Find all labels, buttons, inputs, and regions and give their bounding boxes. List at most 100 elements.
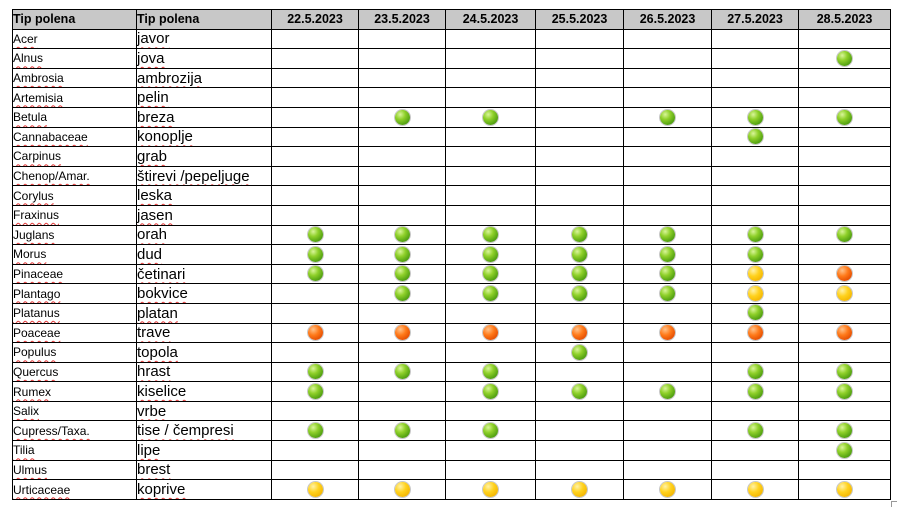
latin-name-cell: Quercus: [12, 361, 137, 383]
local-name-cell: breza: [136, 106, 272, 128]
date-cell: [535, 459, 624, 481]
date-cell: [711, 185, 799, 206]
date-cell: [445, 459, 536, 481]
date-cell: [445, 204, 536, 226]
header-date: 23.5.2023: [358, 9, 446, 30]
green-level-dot-icon: [394, 266, 410, 282]
green-level-dot-icon: [483, 364, 498, 380]
table-row: Artemisia pelin: [12, 87, 891, 108]
local-name-cell: javor: [136, 28, 272, 50]
date-cell: [535, 381, 624, 402]
date-cell: [358, 106, 446, 128]
date-cell: [535, 322, 624, 344]
latin-name: Betula: [13, 110, 48, 125]
orange-level-dot-icon: [837, 266, 852, 282]
date-cell: [711, 146, 799, 167]
date-cell: [271, 420, 359, 442]
date-cell: [445, 400, 536, 422]
date-cell: [711, 283, 799, 304]
green-level-dot-icon: [660, 266, 675, 282]
date-cell: [445, 479, 536, 500]
date-cell: [271, 459, 359, 481]
date-cell: [271, 165, 359, 187]
local-name-cell: dud: [136, 244, 272, 265]
yellow-level-dot-icon: [837, 481, 852, 497]
yellow-level-dot-icon: [747, 285, 763, 301]
date-cell: [445, 48, 536, 69]
date-cell: [623, 224, 712, 246]
local-name-cell: vrbe: [136, 400, 272, 422]
yellow-level-dot-icon: [837, 285, 852, 301]
local-name: platan: [137, 304, 178, 322]
date-cell: [535, 440, 624, 461]
green-level-dot-icon: [483, 383, 498, 399]
latin-name-cell: Betula: [12, 106, 137, 128]
date-cell: [711, 244, 799, 265]
date-cell: [535, 263, 624, 285]
latin-name-cell: Populus: [12, 342, 137, 363]
date-cell: [358, 440, 446, 461]
date-cell: [711, 302, 799, 324]
date-cell: [271, 302, 359, 324]
green-level-dot-icon: [837, 227, 852, 243]
local-name-cell: platan: [136, 302, 272, 324]
date-cell: [358, 204, 446, 226]
table-row: Chenop/Amar. štirevi /pepeljuge: [12, 165, 891, 187]
latin-name: Corylus: [13, 188, 54, 203]
date-cell: [535, 146, 624, 167]
date-cell: [711, 400, 799, 422]
date-cell: [623, 185, 712, 206]
date-cell: [358, 87, 446, 108]
local-name-cell: tise / čempresi: [136, 420, 272, 442]
table-row: Betula breza: [12, 106, 891, 128]
date-cell: [535, 106, 624, 128]
orange-level-dot-icon: [572, 325, 587, 341]
header-local: Tip polena: [136, 9, 272, 30]
green-level-dot-icon: [572, 383, 587, 399]
date-cell: [623, 420, 712, 442]
local-name: leska: [137, 187, 173, 205]
date-cell: [711, 87, 799, 108]
date-cell: [271, 342, 359, 363]
date-cell: [271, 67, 359, 89]
latin-name: Ulmus: [13, 462, 48, 477]
green-level-dot-icon: [572, 246, 587, 262]
date-cell: [271, 400, 359, 422]
latin-name: Ambrosia: [13, 71, 64, 86]
table-row: Poaceae trave: [12, 322, 891, 344]
local-name: jasen: [137, 206, 173, 224]
yellow-level-dot-icon: [747, 266, 763, 282]
date-cell: [445, 263, 536, 285]
latin-name-cell: Urticaceae: [12, 479, 137, 500]
table-row: Urticaceae koprive: [12, 479, 891, 500]
latin-name: Juglans: [13, 227, 55, 242]
green-level-dot-icon: [394, 246, 410, 262]
green-level-dot-icon: [394, 364, 410, 380]
date-cell: [358, 302, 446, 324]
green-level-dot-icon: [837, 109, 852, 125]
latin-name: Alnus: [13, 51, 44, 66]
table-row: Rumex kiselice: [12, 381, 891, 402]
green-level-dot-icon: [747, 109, 763, 125]
date-cell: [623, 381, 712, 402]
date-cell: [798, 28, 891, 50]
latin-name-cell: Alnus: [12, 48, 137, 69]
date-cell: [798, 283, 891, 304]
green-level-dot-icon: [747, 129, 763, 145]
date-cell: [535, 185, 624, 206]
date-cell: [623, 440, 712, 461]
green-level-dot-icon: [660, 383, 675, 399]
local-name: konoplje: [137, 128, 193, 146]
date-cell: [711, 420, 799, 442]
local-name: hrast: [137, 363, 171, 381]
latin-name: Carpinus: [13, 149, 62, 164]
header-date: 22.5.2023: [271, 9, 359, 30]
local-name: pelin: [137, 89, 169, 107]
green-level-dot-icon: [394, 423, 410, 439]
date-cell: [358, 67, 446, 89]
latin-name-cell: Pinaceae: [12, 263, 137, 285]
date-cell: [445, 342, 536, 363]
local-name: orah: [137, 226, 168, 244]
green-level-dot-icon: [660, 246, 675, 262]
header-date: 27.5.2023: [711, 9, 799, 30]
